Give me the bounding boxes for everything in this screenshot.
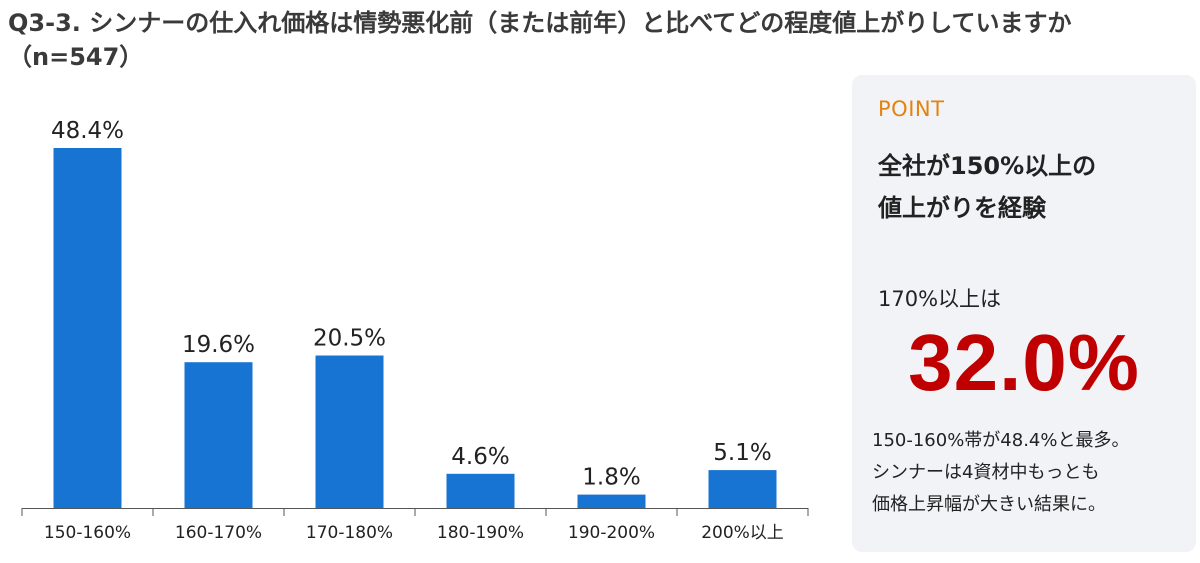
bar-chart: 48.4% 19.6% 20.5% 4.6% 1.8% 5.1% 150-160% 160-… bbox=[21, 118, 809, 543]
bar-value-label-5: 1.8% bbox=[582, 465, 640, 491]
x-tick-label-5: 190-200% bbox=[568, 523, 655, 543]
bar-6 bbox=[708, 470, 777, 508]
x-tick-label-group: 150-160% 160-170% 170-180% 180-190% 190-200%… bbox=[44, 523, 784, 543]
bar-value-label-2: 19.6% bbox=[182, 332, 255, 358]
bar-4 bbox=[446, 473, 515, 508]
point-note-line2: シンナーは4資材中もっとも bbox=[872, 462, 1100, 483]
value-label-group: 48.4% 19.6% 20.5% 4.6% 1.8% 5.1% bbox=[51, 118, 772, 491]
x-tick-label-2: 160-170% bbox=[175, 523, 262, 543]
bar-3 bbox=[315, 355, 384, 508]
bar-group bbox=[53, 148, 777, 508]
point-subheading: 170%以上は bbox=[878, 287, 1002, 311]
point-heading: POINT bbox=[878, 97, 945, 121]
point-note-line1: 150-160%帯が48.4%と最多。 bbox=[872, 430, 1130, 451]
chart-title-line1: Q3-3. シンナーの仕入れ価格は情勢悪化前（または前年）と比べてどの程度値上が… bbox=[8, 9, 1072, 37]
point-note: 150-160%帯が48.4%と最多。 シンナーは4資材中もっとも 価格上昇幅が… bbox=[872, 425, 1194, 521]
x-tick-label-6: 200%以上 bbox=[701, 523, 784, 543]
bar-value-label-3: 20.5% bbox=[313, 326, 386, 352]
point-panel: POINT 全社が150%以上の 値上がりを経験 170%以上は 32.0% 1… bbox=[852, 75, 1196, 552]
x-tick-label-3: 170-180% bbox=[306, 523, 393, 543]
bar-value-label-1: 48.4% bbox=[51, 118, 124, 144]
point-headline-line2: 値上がりを経験 bbox=[878, 194, 1046, 222]
point-headline: 全社が150%以上の 値上がりを経験 bbox=[878, 145, 1178, 229]
point-note-line3: 価格上昇幅が大きい結果に。 bbox=[872, 494, 1106, 515]
bar-value-label-6: 5.1% bbox=[713, 440, 771, 466]
x-tick-group bbox=[21, 508, 809, 516]
point-headline-line1: 全社が150%以上の bbox=[878, 152, 1097, 180]
bar-1 bbox=[53, 148, 122, 508]
x-tick-label-1: 150-160% bbox=[44, 523, 131, 543]
bar-2 bbox=[184, 362, 253, 508]
bar-5 bbox=[577, 494, 646, 508]
sample-size: （n=547） bbox=[8, 43, 144, 71]
chart-title: Q3-3. シンナーの仕入れ価格は情勢悪化前（または前年）と比べてどの程度値上が… bbox=[8, 6, 1188, 74]
point-highlight-value: 32.0% bbox=[908, 318, 1140, 407]
x-tick-label-4: 180-190% bbox=[437, 523, 524, 543]
bar-value-label-4: 4.6% bbox=[451, 444, 509, 470]
